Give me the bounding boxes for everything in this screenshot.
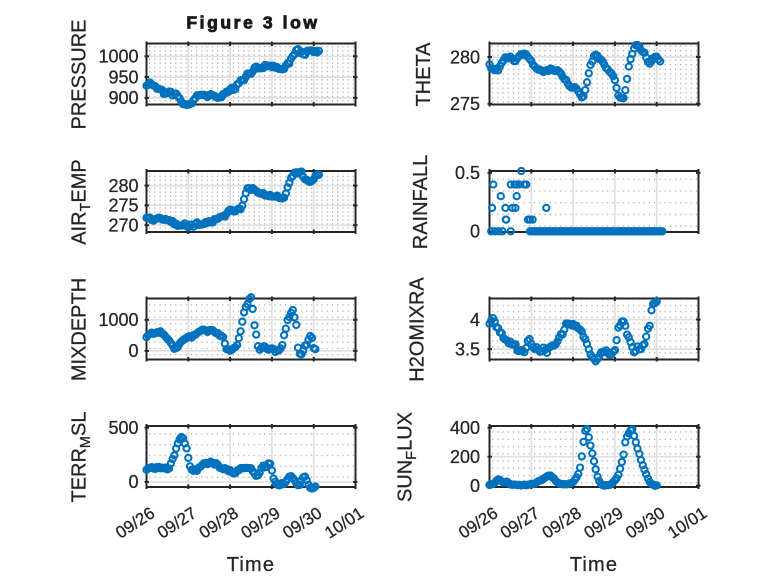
svg-text:200: 200 [450,447,480,467]
svg-text:400: 400 [450,418,480,438]
svg-text:0: 0 [470,222,480,242]
svg-text:H2OMIXRA: H2OMIXRA [407,277,429,382]
svg-text:280: 280 [108,176,138,196]
svg-text:Time: Time [570,554,619,576]
svg-text:0: 0 [470,476,480,496]
svg-text:500: 500 [108,418,138,438]
svg-text:900: 900 [108,88,138,108]
svg-text:0.5: 0.5 [455,163,480,183]
svg-text:4: 4 [470,310,480,330]
svg-text:Time: Time [227,554,276,576]
svg-text:THETA: THETA [413,42,435,107]
svg-text:AIRTEMP: AIRTEMP [69,159,95,245]
svg-text:275: 275 [450,94,480,114]
svg-text:270: 270 [108,216,138,236]
svg-text:3.5: 3.5 [455,339,480,359]
svg-text:RAINFALL: RAINFALL [410,155,432,249]
svg-text:0: 0 [128,472,138,492]
svg-text:1000: 1000 [98,310,138,330]
svg-text:MIXDEPTH: MIXDEPTH [69,278,91,381]
svg-text:950: 950 [108,67,138,87]
svg-text:Figure 3 low: Figure 3 low [186,13,319,33]
svg-text:TERRMSL: TERRMSL [69,411,95,502]
svg-text:275: 275 [108,196,138,216]
svg-text:280: 280 [450,47,480,67]
svg-text:PRESSURE: PRESSURE [69,19,91,129]
svg-text:1000: 1000 [98,47,138,67]
svg-text:0: 0 [128,341,138,361]
